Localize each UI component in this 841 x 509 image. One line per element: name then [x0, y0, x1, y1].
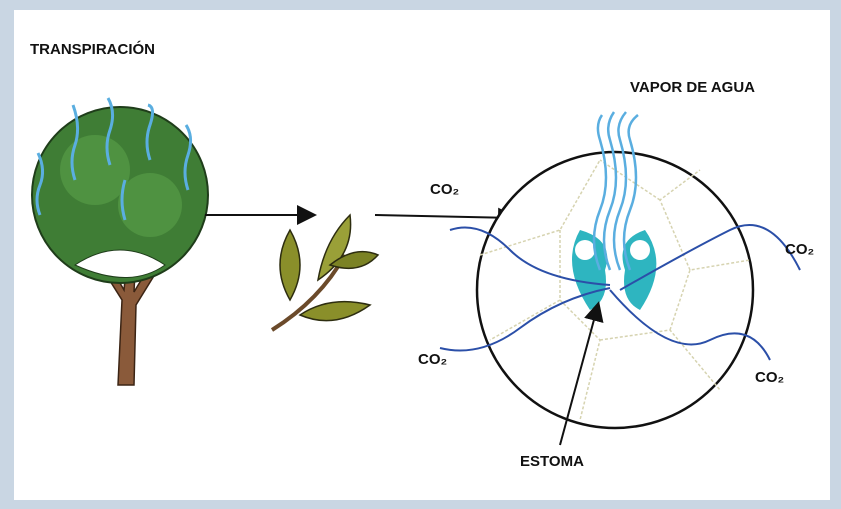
co2-label: CO₂	[418, 351, 447, 368]
arrow	[559, 301, 604, 446]
co2-label: CO₂	[430, 181, 459, 198]
leaves	[270, 213, 380, 332]
stoma-view	[439, 111, 801, 430]
arrow	[374, 207, 518, 228]
stoma-label: ESTOMA	[520, 453, 584, 470]
co2-label: CO₂	[755, 369, 784, 386]
co2-label: CO₂	[785, 241, 814, 258]
tree	[31, 97, 209, 386]
vapor-label: VAPOR DE AGUA	[630, 79, 755, 96]
title: TRANSPIRACIÓN	[30, 40, 155, 58]
